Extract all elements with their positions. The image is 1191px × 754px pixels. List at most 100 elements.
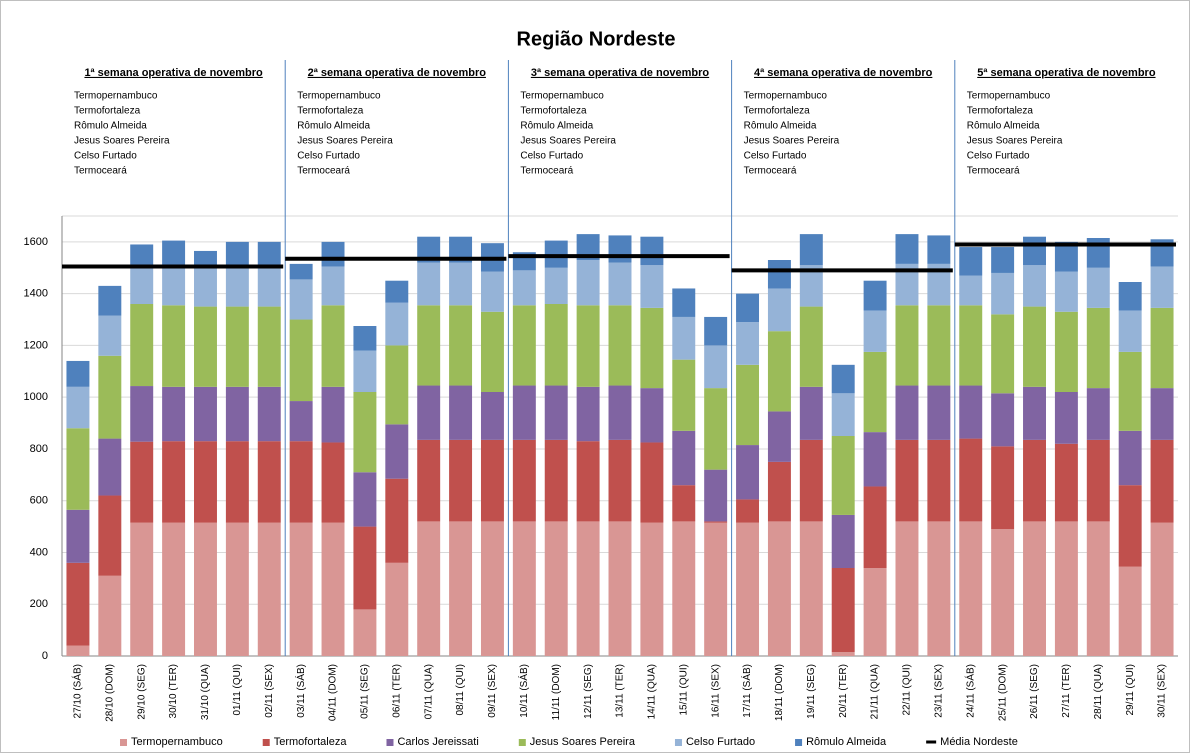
bar-segment <box>672 430 696 486</box>
bar-segment <box>704 316 728 346</box>
bar-segment <box>385 478 409 563</box>
bar-segment <box>863 486 887 568</box>
bar-segment <box>767 521 791 656</box>
bar-segment <box>66 645 90 656</box>
bar-segment <box>449 521 473 656</box>
week-item: Termopernambuco <box>520 91 604 102</box>
bar-segment <box>1086 307 1110 389</box>
bar-segment <box>98 355 122 439</box>
bar-segment <box>895 263 919 306</box>
bar-segment <box>736 445 760 500</box>
legend-swatch <box>518 739 526 746</box>
bar-segment <box>1118 310 1142 352</box>
bar-segment <box>991 529 1015 656</box>
week-item: Termofortaleza <box>74 106 141 117</box>
bar-segment <box>959 438 983 522</box>
bar-segment <box>672 288 696 317</box>
bar-segment <box>863 280 887 311</box>
bar-segment <box>194 441 217 523</box>
bar-segment <box>130 386 154 442</box>
x-tick-label: 29/10 (SEG) <box>136 664 147 720</box>
bar-segment <box>321 386 345 443</box>
bar-segment <box>959 247 983 276</box>
week-item: Rômulo Almeida <box>74 121 147 132</box>
bar-segment <box>1086 238 1110 268</box>
bar-segment <box>1118 485 1142 567</box>
bar-segment <box>162 441 186 523</box>
legend-label: Termopernambuco <box>131 736 223 748</box>
bar-segment <box>672 521 696 656</box>
bar-segment <box>831 514 855 568</box>
bar-segment <box>194 306 217 387</box>
bar-segment <box>417 521 441 656</box>
x-tick-label: 15/11 (QUI) <box>678 664 689 716</box>
bar-segment <box>1054 311 1078 392</box>
bar-segment <box>225 522 249 656</box>
bar-segment <box>895 521 919 656</box>
bar-segment <box>991 393 1015 447</box>
y-tick-label: 1400 <box>24 288 48 300</box>
bar-segment <box>704 469 728 522</box>
y-tick-label: 600 <box>30 495 48 507</box>
week-item: Celso Furtado <box>744 151 807 162</box>
bar-segment <box>576 521 600 656</box>
x-tick-label: 14/11 (QUA) <box>647 664 658 719</box>
legend-label: Jesus Soares Pereira <box>530 736 636 748</box>
week-item: Termoceará <box>74 166 127 177</box>
bar-segment <box>799 265 823 307</box>
bar-segment <box>1150 439 1174 523</box>
bar-segment <box>225 306 249 387</box>
legend-label: Rômulo Almeida <box>806 736 887 748</box>
bar-segment <box>544 439 568 522</box>
chart-title: Região Nordeste <box>517 28 676 50</box>
bar-segment <box>449 305 473 386</box>
bar-segment <box>449 439 473 522</box>
x-tick-label: 12/11 (SEG) <box>583 664 594 719</box>
bar-segment <box>512 521 536 656</box>
week-item: Rômulo Almeida <box>520 121 593 132</box>
bar-segment <box>98 438 122 496</box>
bar-segment <box>704 388 728 470</box>
bar-segment <box>1118 566 1142 656</box>
week-title: 5ª semana operativa de novembro <box>977 67 1156 79</box>
bar-segment <box>576 260 600 306</box>
bar-segment <box>1086 267 1110 308</box>
bar-segment <box>1054 392 1078 444</box>
bar-segment <box>449 236 473 263</box>
week-title: 1ª semana operativa de novembro <box>84 67 263 79</box>
bar-segment <box>608 305 632 386</box>
bar-segment <box>1086 521 1110 656</box>
bar-segment <box>991 446 1015 530</box>
bar-segment <box>417 262 441 306</box>
x-tick-label: 11/11 (DOM) <box>551 664 562 720</box>
bar-segment <box>1054 443 1078 522</box>
bar-segment <box>736 322 760 365</box>
bar-segment <box>225 241 249 268</box>
bar-segment <box>66 360 90 387</box>
bar-segment <box>640 236 664 266</box>
week-item: Termofortaleza <box>967 106 1034 117</box>
week-item: Celso Furtado <box>297 151 360 162</box>
x-tick-label: 06/11 (TER) <box>391 664 402 718</box>
bar-segment <box>704 345 728 389</box>
bar-segment <box>1150 388 1174 440</box>
x-tick-label: 24/11 (SÁB) <box>963 664 976 718</box>
bar-segment <box>831 652 855 656</box>
bar-segment <box>98 315 122 356</box>
bar-segment <box>799 439 823 522</box>
legend-label: Carlos Jereissati <box>397 736 478 748</box>
bar-segment <box>767 331 791 412</box>
bar-segment <box>1086 388 1110 440</box>
bar-segment <box>1054 241 1078 272</box>
bar-segment <box>321 241 345 267</box>
bar-segment <box>544 521 568 656</box>
week-item: Termopernambuco <box>297 91 381 102</box>
bar-segment <box>162 386 186 442</box>
bar-segment <box>512 270 536 306</box>
week-item: Jesus Soares Pereira <box>74 136 170 147</box>
legend-swatch <box>120 739 127 746</box>
bar-segment <box>480 271 504 312</box>
bar-segment <box>385 562 409 656</box>
y-tick-label: 1000 <box>24 391 48 403</box>
